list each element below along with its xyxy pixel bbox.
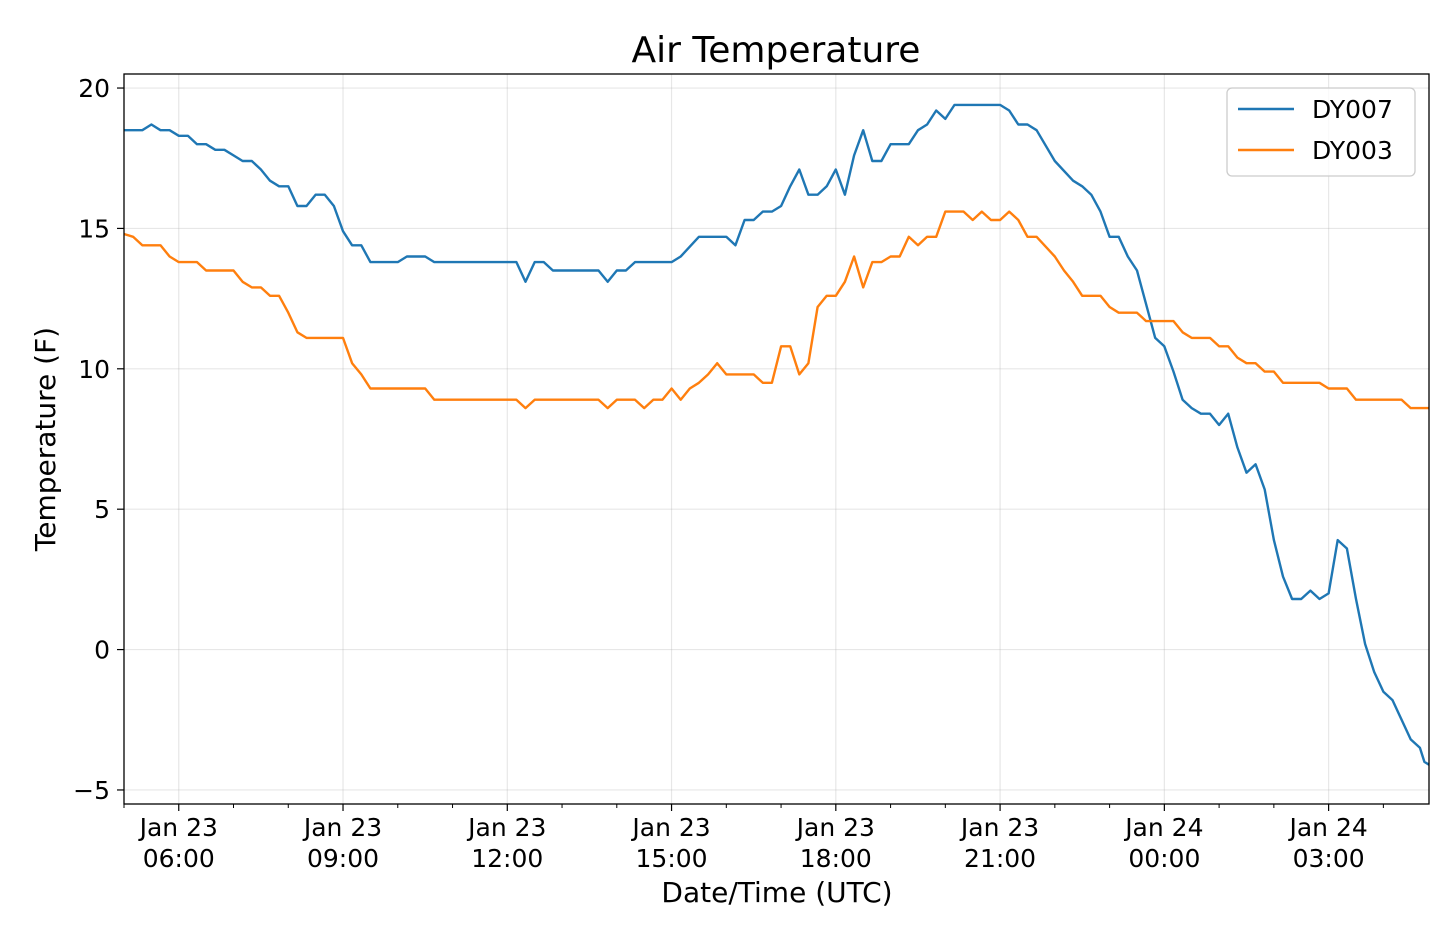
x-tick-label-time: 21:00	[964, 844, 1036, 873]
x-tick-label-date: Jan 23	[795, 813, 875, 842]
x-tick-label-date: Jan 23	[466, 813, 546, 842]
y-tick-label: 10	[78, 355, 110, 384]
x-tick-label-date: Jan 23	[630, 813, 710, 842]
y-axis-label: Temperature (F)	[29, 327, 62, 552]
x-tick-label-time: 03:00	[1293, 844, 1365, 873]
x-tick-label-date: Jan 23	[959, 813, 1039, 842]
x-tick-label-time: 18:00	[800, 844, 872, 873]
x-tick-label-date: Jan 24	[1287, 813, 1367, 842]
grid-lines	[124, 74, 1429, 804]
series-line-dy003	[123, 210, 1429, 410]
legend-label-dy003: DY003	[1312, 136, 1393, 165]
legend: DY007 DY003	[1226, 87, 1416, 177]
series-line-dy007	[124, 103, 1430, 766]
x-axis-label: Date/Time (UTC)	[661, 876, 892, 909]
series-lines	[123, 103, 1430, 766]
y-axis: −5 0 5 10 15 20	[73, 74, 124, 805]
chart-title: Air Temperature	[632, 30, 921, 71]
x-tick-label-date: Jan 23	[138, 813, 218, 842]
plot-area-frame	[123, 73, 1430, 805]
y-tick-label: 20	[78, 74, 110, 103]
y-tick-label: 5	[94, 495, 110, 524]
x-tick-label-time: 09:00	[307, 844, 379, 873]
y-tick-label: 15	[78, 214, 110, 243]
y-tick-label: 0	[94, 636, 110, 665]
y-tick-label: −5	[73, 776, 110, 805]
x-tick-label-date: Jan 24	[1123, 813, 1203, 842]
x-tick-label-time: 15:00	[636, 844, 708, 873]
x-tick-label-time: 12:00	[471, 844, 543, 873]
x-tick-label-date: Jan 23	[302, 813, 382, 842]
x-tick-label-time: 06:00	[143, 844, 215, 873]
legend-label-dy007: DY007	[1312, 95, 1393, 124]
x-tick-label-time: 00:00	[1128, 844, 1200, 873]
